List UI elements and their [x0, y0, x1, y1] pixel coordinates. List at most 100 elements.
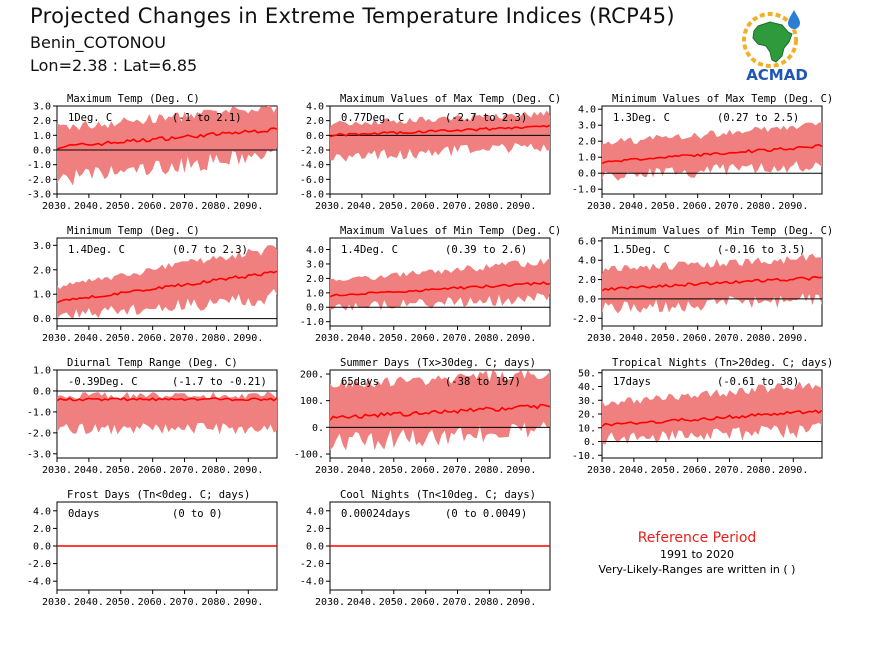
- location-name: Benin_COTONOU: [30, 33, 166, 52]
- x-tick-label: 2070.: [714, 333, 744, 344]
- water-drop-icon: [788, 10, 800, 29]
- chart-panel: Frost Days (Tn<0deg. C; days) 0days (0 to …: [27, 489, 278, 608]
- panel-title: Cool Nights (Tn<10deg. C; days): [340, 489, 536, 501]
- chart-panel: Minimum Values of Min Temp (Deg. C) 1.5De…: [572, 225, 833, 344]
- page-title: Projected Changes in Extreme Temperature…: [30, 4, 675, 28]
- x-tick-label: 2050.: [651, 201, 681, 212]
- y-tick-label: -2.0: [27, 428, 51, 439]
- y-tick-label: 3.0: [306, 259, 324, 270]
- y-tick-label: -1.0: [27, 407, 51, 418]
- x-tick-label: 2080.: [746, 201, 776, 212]
- y-tick-label: 4.0: [306, 506, 324, 517]
- x-tick-label: 2080.: [746, 465, 776, 476]
- panel-title: Minimum Values of Max Temp (Deg. C): [612, 93, 833, 105]
- panel-title: Minimum Values of Min Temp (Deg. C): [612, 225, 833, 237]
- x-tick-label: 2030.: [315, 201, 345, 212]
- likely-range-band: [57, 391, 277, 435]
- x-tick-label: 2090.: [233, 597, 263, 608]
- x-tick-label: 2070.: [169, 201, 199, 212]
- y-tick-label: 10.: [578, 423, 596, 434]
- x-tick-label: 2030.: [42, 465, 72, 476]
- range-label: (0.39 to 2.6): [445, 244, 527, 256]
- x-tick-label: 2090.: [778, 201, 808, 212]
- likely-range-band: [602, 381, 822, 445]
- reference-period-years: 1991 to 2020: [659, 548, 735, 561]
- x-tick-label: 2070.: [169, 597, 199, 608]
- panel-title: Maximum Values of Max Temp (Deg. C): [340, 93, 561, 105]
- y-tick-label: 2.0: [306, 116, 324, 127]
- y-tick-label: -100.: [294, 450, 324, 461]
- y-tick-label: 2.0: [578, 275, 596, 286]
- y-tick-label: -8.0: [300, 190, 324, 201]
- y-tick-label: 0.0: [33, 542, 51, 553]
- x-tick-label: 2080.: [201, 597, 231, 608]
- range-label: (0 to 0): [172, 508, 223, 520]
- x-tick-label: 2030.: [42, 597, 72, 608]
- y-tick-label: -2.0: [572, 314, 596, 325]
- y-tick-label: 0.: [584, 437, 596, 448]
- x-tick-label: 2080.: [474, 333, 504, 344]
- value-label: 1.5Deg. C: [613, 244, 670, 256]
- y-tick-label: 20.: [578, 410, 596, 421]
- range-label: (-38 to 197): [445, 376, 521, 388]
- x-tick-label: 2060.: [138, 597, 168, 608]
- x-tick-label: 2060.: [683, 333, 713, 344]
- y-tick-label: 4.0: [306, 102, 324, 113]
- x-tick-label: 2070.: [169, 333, 199, 344]
- x-tick-label: 2070.: [714, 465, 744, 476]
- likely-range-band: [330, 370, 550, 451]
- value-label: -0.39Deg. C: [68, 376, 138, 388]
- y-tick-label: 2.0: [33, 524, 51, 535]
- coordinates: Lon=2.38 : Lat=6.85: [30, 56, 198, 75]
- x-tick-label: 2050.: [106, 465, 136, 476]
- x-tick-label: 2040.: [74, 465, 104, 476]
- likely-range-band: [330, 257, 550, 311]
- mean-change-line: [601, 143, 823, 165]
- x-tick-label: 2030.: [315, 465, 345, 476]
- x-tick-label: 2030.: [42, 333, 72, 344]
- value-label: 65days: [341, 376, 379, 388]
- x-tick-label: 2060.: [138, 201, 168, 212]
- y-tick-label: 2.0: [306, 524, 324, 535]
- value-label: 0.77Deg. C: [341, 112, 404, 124]
- y-tick-label: -4.0: [27, 577, 51, 588]
- chart-panel: Minimum Values of Max Temp (Deg. C) 1.3De…: [572, 93, 833, 212]
- panel-title: Frost Days (Tn<0deg. C; days): [67, 489, 250, 501]
- y-tick-label: 0.0: [33, 146, 51, 157]
- mean-change-line: [601, 409, 823, 427]
- y-tick-label: -3.0: [27, 190, 51, 201]
- chart-panel: Minimum Temp (Deg. C) 1.4Deg. C (0.7 to 2.…: [33, 225, 278, 344]
- x-tick-label: 2030.: [42, 201, 72, 212]
- x-tick-label: 2050.: [379, 597, 409, 608]
- x-tick-label: 2090.: [233, 201, 263, 212]
- y-tick-label: 3.0: [33, 102, 51, 113]
- x-tick-label: 2060.: [683, 201, 713, 212]
- range-label: (-0.16 to 3.5): [717, 244, 806, 256]
- likely-range-band: [330, 110, 550, 162]
- panel-title: Maximum Values of Min Temp (Deg. C): [340, 225, 561, 237]
- y-tick-label: 2.0: [33, 116, 51, 127]
- x-tick-label: 2050.: [379, 465, 409, 476]
- mean-change-line: [56, 127, 278, 150]
- x-tick-label: 2090.: [233, 465, 263, 476]
- x-tick-label: 2050.: [651, 465, 681, 476]
- x-tick-label: 2090.: [506, 201, 536, 212]
- range-label: (-2.7 to 2.3): [445, 112, 527, 124]
- chart-panel: Maximum Temp (Deg. C) 1Deg. C (-1 to 2.1) 3…: [27, 93, 278, 212]
- x-tick-label: 2070.: [714, 201, 744, 212]
- x-tick-label: 2060.: [411, 333, 441, 344]
- x-tick-label: 2070.: [442, 465, 472, 476]
- x-tick-label: 2080.: [474, 597, 504, 608]
- x-tick-label: 2030.: [587, 201, 617, 212]
- y-tick-label: 4.0: [306, 245, 324, 256]
- range-label: (0.27 to 2.5): [717, 112, 799, 124]
- reference-range-note: Very-Likely-Ranges are written in ( ): [598, 563, 796, 576]
- y-tick-label: 0.0: [33, 314, 51, 325]
- y-tick-label: 4.0: [33, 506, 51, 517]
- y-tick-label: 2.0: [306, 274, 324, 285]
- x-tick-label: 2040.: [74, 333, 104, 344]
- x-tick-label: 2040.: [347, 201, 377, 212]
- x-tick-label: 2080.: [474, 465, 504, 476]
- x-tick-label: 2070.: [442, 597, 472, 608]
